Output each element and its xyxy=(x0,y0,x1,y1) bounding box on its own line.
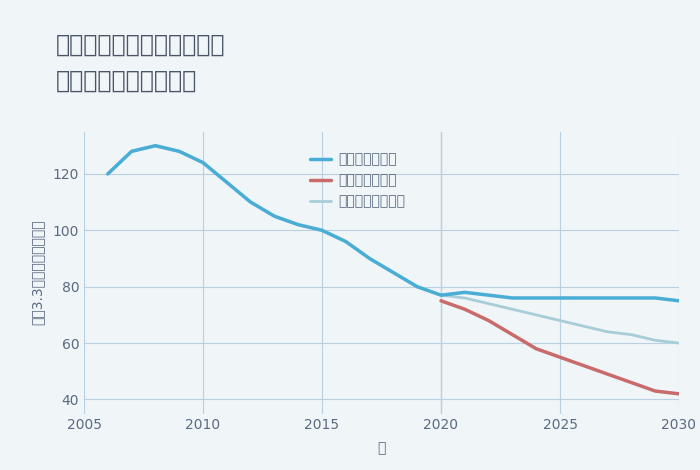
ノーマルシナリオ xyxy=(651,337,659,343)
Y-axis label: 坪（3.3㎡）単価（万円）: 坪（3.3㎡）単価（万円） xyxy=(30,220,44,325)
グッドシナリオ xyxy=(318,227,326,233)
X-axis label: 年: 年 xyxy=(377,441,386,455)
グッドシナリオ xyxy=(413,284,421,290)
グッドシナリオ xyxy=(675,298,683,304)
ノーマルシナリオ xyxy=(175,149,183,154)
ノーマルシナリオ xyxy=(294,222,302,227)
ノーマルシナリオ xyxy=(627,332,636,337)
グッドシナリオ xyxy=(294,222,302,227)
バッドシナリオ xyxy=(675,391,683,397)
ノーマルシナリオ xyxy=(675,340,683,346)
ノーマルシナリオ xyxy=(580,323,588,329)
グッドシナリオ xyxy=(246,199,255,205)
グッドシナリオ xyxy=(508,295,517,301)
Line: グッドシナリオ: グッドシナリオ xyxy=(108,146,679,301)
ノーマルシナリオ xyxy=(127,149,136,154)
Text: 大阪府河内長野市天野町の
中古戸建ての価格推移: 大阪府河内長野市天野町の 中古戸建ての価格推移 xyxy=(56,33,225,92)
ノーマルシナリオ xyxy=(461,295,469,301)
ノーマルシナリオ xyxy=(556,318,564,323)
ノーマルシナリオ xyxy=(484,301,493,306)
グッドシナリオ xyxy=(175,149,183,154)
グッドシナリオ xyxy=(627,295,636,301)
バッドシナリオ xyxy=(580,363,588,368)
ノーマルシナリオ xyxy=(437,292,445,298)
ノーマルシナリオ xyxy=(342,239,350,244)
グッドシナリオ xyxy=(270,213,279,219)
ノーマルシナリオ xyxy=(389,270,398,275)
グッドシナリオ xyxy=(104,171,112,177)
ノーマルシナリオ xyxy=(223,180,231,185)
ノーマルシナリオ xyxy=(318,227,326,233)
バッドシナリオ xyxy=(484,318,493,323)
グッドシナリオ xyxy=(342,239,350,244)
Line: バッドシナリオ: バッドシナリオ xyxy=(441,301,679,394)
グッドシナリオ xyxy=(437,292,445,298)
ノーマルシナリオ xyxy=(413,284,421,290)
グッドシナリオ xyxy=(365,256,374,261)
グッドシナリオ xyxy=(389,270,398,275)
バッドシナリオ xyxy=(603,371,612,377)
バッドシナリオ xyxy=(508,332,517,337)
バッドシナリオ xyxy=(556,354,564,360)
グッドシナリオ xyxy=(199,160,207,165)
グッドシナリオ xyxy=(484,292,493,298)
ノーマルシナリオ xyxy=(603,329,612,335)
グッドシナリオ xyxy=(603,295,612,301)
グッドシナリオ xyxy=(651,295,659,301)
バッドシナリオ xyxy=(651,388,659,394)
ノーマルシナリオ xyxy=(151,143,160,149)
グッドシナリオ xyxy=(532,295,540,301)
ノーマルシナリオ xyxy=(270,213,279,219)
ノーマルシナリオ xyxy=(508,306,517,312)
グッドシナリオ xyxy=(556,295,564,301)
グッドシナリオ xyxy=(461,290,469,295)
バッドシナリオ xyxy=(627,380,636,385)
ノーマルシナリオ xyxy=(246,199,255,205)
グッドシナリオ xyxy=(223,180,231,185)
グッドシナリオ xyxy=(151,143,160,149)
ノーマルシナリオ xyxy=(365,256,374,261)
バッドシナリオ xyxy=(461,306,469,312)
バッドシナリオ xyxy=(437,298,445,304)
Line: ノーマルシナリオ: ノーマルシナリオ xyxy=(108,146,679,343)
バッドシナリオ xyxy=(532,346,540,352)
グッドシナリオ xyxy=(580,295,588,301)
グッドシナリオ xyxy=(127,149,136,154)
Legend: グッドシナリオ, バッドシナリオ, ノーマルシナリオ: グッドシナリオ, バッドシナリオ, ノーマルシナリオ xyxy=(304,147,411,214)
ノーマルシナリオ xyxy=(199,160,207,165)
ノーマルシナリオ xyxy=(532,312,540,318)
ノーマルシナリオ xyxy=(104,171,112,177)
